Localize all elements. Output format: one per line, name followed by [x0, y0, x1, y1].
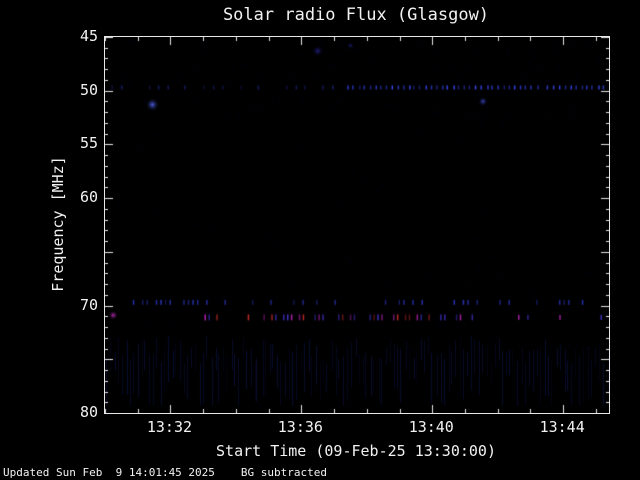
x-tick-label: 13:32 [146, 418, 193, 436]
x-axis-label: Start Time (09-Feb-25 13:30:00) [216, 442, 496, 460]
y-tick-label: 50 [79, 80, 98, 99]
x-tick-label: 13:36 [277, 418, 323, 436]
page-title: Solar radio Flux (Glasgow) [222, 5, 490, 25]
y-tick-label: 55 [79, 134, 98, 153]
x-tick-label: 13:40 [408, 418, 454, 436]
y-tick-label: 60 [79, 188, 98, 207]
y-axis-label: Frequency [MHz] [49, 156, 67, 292]
spectrogram-canvas [105, 37, 609, 413]
plot-area [104, 36, 610, 414]
y-tick-label: 70 [79, 295, 98, 314]
updated-timestamp-text: Updated Sun Feb 9 14:01:45 2025 [3, 466, 215, 479]
y-tick-label: 45 [79, 27, 98, 45]
status-bar: Updated Sun Feb 9 14:01:45 2025 BG subtra… [3, 466, 327, 479]
bg-subtracted-text: BG subtracted [240, 466, 328, 479]
y-tick-label: 80 [79, 403, 98, 421]
x-tick-label: 13:44 [539, 418, 585, 436]
